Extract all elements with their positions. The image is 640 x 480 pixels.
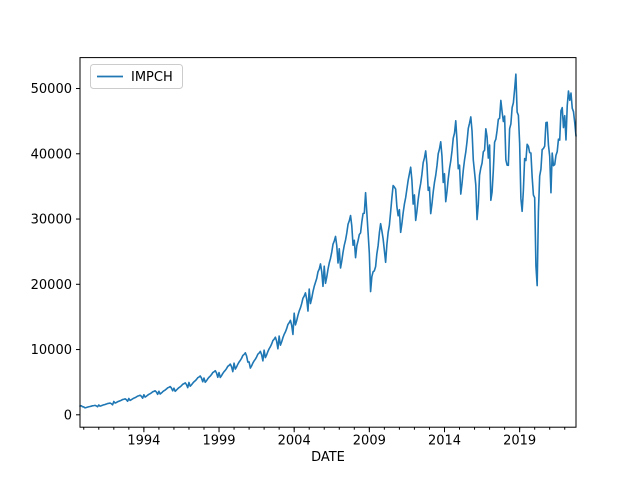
x-tick-label: 2004 (278, 434, 311, 449)
legend-box (90, 64, 183, 89)
legend-label: IMPCH (131, 70, 173, 85)
x-tick-label: 2009 (353, 434, 386, 449)
y-tick-label: 50000 (31, 82, 72, 97)
y-tick-label: 10000 (31, 343, 72, 358)
plot-border (79, 57, 577, 428)
x-tick-label: 2014 (428, 434, 461, 449)
y-tick-label: 40000 (31, 147, 72, 162)
x-tick-label: 2019 (503, 434, 536, 449)
y-tick-label: 20000 (31, 278, 72, 293)
y-tick-label: 30000 (31, 213, 72, 228)
axis-ticks (76, 88, 566, 433)
x-tick-label: 1999 (202, 434, 235, 449)
x-axis-label: DATE (311, 450, 345, 465)
y-tick-label: 0 (64, 408, 72, 423)
x-tick-label: 1994 (127, 434, 160, 449)
legend: IMPCH (90, 64, 183, 89)
impch-line-series (79, 73, 577, 409)
